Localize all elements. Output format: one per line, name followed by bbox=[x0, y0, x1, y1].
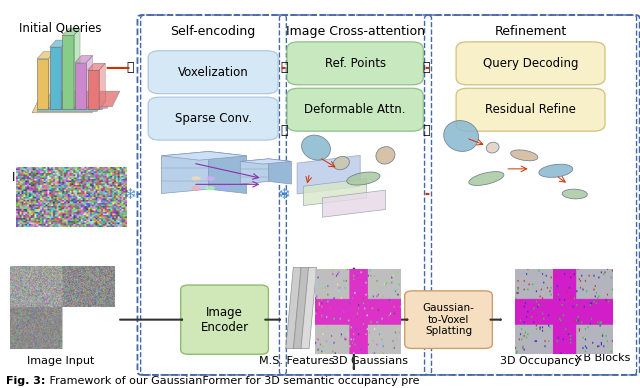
Text: M.S. Features: M.S. Features bbox=[259, 356, 335, 366]
Text: Image Input: Image Input bbox=[27, 356, 94, 366]
Ellipse shape bbox=[376, 147, 395, 164]
Text: Gaussian-
to-Voxel
Splatting: Gaussian- to-Voxel Splatting bbox=[422, 303, 474, 336]
FancyBboxPatch shape bbox=[404, 291, 492, 348]
Polygon shape bbox=[49, 52, 55, 109]
Polygon shape bbox=[37, 52, 55, 59]
Text: Refinement: Refinement bbox=[495, 25, 566, 38]
Ellipse shape bbox=[301, 135, 330, 160]
Polygon shape bbox=[161, 151, 209, 194]
Polygon shape bbox=[37, 96, 105, 111]
Ellipse shape bbox=[511, 150, 538, 161]
Text: Ref. Points: Ref. Points bbox=[324, 57, 386, 70]
Polygon shape bbox=[47, 93, 115, 108]
Bar bbox=[75, 62, 86, 109]
FancyBboxPatch shape bbox=[456, 88, 605, 131]
Text: ×B Blocks: ×B Blocks bbox=[574, 353, 630, 363]
Polygon shape bbox=[86, 55, 93, 109]
Text: Image
Encoder: Image Encoder bbox=[200, 306, 248, 334]
Text: 🔥: 🔥 bbox=[281, 61, 288, 74]
Bar bbox=[62, 35, 74, 109]
FancyBboxPatch shape bbox=[456, 42, 605, 85]
Ellipse shape bbox=[539, 164, 573, 177]
Polygon shape bbox=[301, 267, 317, 349]
FancyBboxPatch shape bbox=[148, 97, 278, 140]
Polygon shape bbox=[32, 97, 100, 113]
Ellipse shape bbox=[347, 172, 380, 185]
Ellipse shape bbox=[562, 189, 588, 199]
Text: 🔥: 🔥 bbox=[281, 124, 288, 137]
Polygon shape bbox=[75, 55, 93, 62]
Polygon shape bbox=[285, 267, 301, 349]
Text: 3D Occupancy: 3D Occupancy bbox=[500, 356, 580, 366]
Text: ❄: ❄ bbox=[278, 187, 291, 201]
Text: 🔥: 🔥 bbox=[422, 124, 430, 137]
Ellipse shape bbox=[333, 156, 349, 170]
Polygon shape bbox=[50, 40, 67, 47]
Polygon shape bbox=[323, 190, 385, 217]
Text: Fig. 3:: Fig. 3: bbox=[6, 376, 46, 386]
Text: Voxelization: Voxelization bbox=[178, 66, 248, 79]
Polygon shape bbox=[62, 29, 80, 35]
Text: Initial Properties: Initial Properties bbox=[12, 171, 109, 184]
Polygon shape bbox=[240, 159, 269, 184]
Bar bbox=[37, 59, 49, 109]
Text: Deformable Attn.: Deformable Attn. bbox=[305, 103, 406, 116]
Ellipse shape bbox=[486, 142, 499, 153]
Polygon shape bbox=[303, 178, 367, 206]
Polygon shape bbox=[42, 94, 109, 110]
Polygon shape bbox=[293, 267, 309, 349]
Polygon shape bbox=[269, 159, 291, 184]
Text: Initial Queries: Initial Queries bbox=[19, 22, 102, 35]
Text: Image Cross-attention: Image Cross-attention bbox=[285, 25, 425, 38]
Text: Self-encoding: Self-encoding bbox=[170, 25, 256, 38]
Polygon shape bbox=[61, 40, 67, 109]
Polygon shape bbox=[52, 91, 120, 107]
Text: Query Decoding: Query Decoding bbox=[483, 57, 579, 70]
Bar bbox=[88, 70, 99, 109]
FancyBboxPatch shape bbox=[287, 88, 423, 131]
Ellipse shape bbox=[469, 171, 504, 185]
Ellipse shape bbox=[219, 186, 228, 191]
Polygon shape bbox=[99, 63, 105, 109]
Polygon shape bbox=[297, 155, 360, 194]
Ellipse shape bbox=[191, 186, 201, 191]
Text: 🔥: 🔥 bbox=[126, 61, 134, 74]
Polygon shape bbox=[74, 29, 80, 109]
Ellipse shape bbox=[205, 176, 215, 181]
Text: Sparse Conv.: Sparse Conv. bbox=[175, 112, 252, 125]
Polygon shape bbox=[161, 151, 246, 160]
Ellipse shape bbox=[205, 186, 215, 191]
Text: Residual Refine: Residual Refine bbox=[485, 103, 576, 116]
Polygon shape bbox=[209, 151, 246, 194]
FancyBboxPatch shape bbox=[148, 51, 278, 94]
Ellipse shape bbox=[191, 176, 201, 181]
Polygon shape bbox=[88, 63, 105, 70]
FancyBboxPatch shape bbox=[180, 285, 268, 354]
Text: ❄: ❄ bbox=[124, 187, 136, 201]
Text: Framework of our GaussianFormer for 3D semantic occupancy pre: Framework of our GaussianFormer for 3D s… bbox=[46, 376, 420, 386]
Ellipse shape bbox=[444, 121, 479, 151]
FancyBboxPatch shape bbox=[287, 42, 423, 85]
Polygon shape bbox=[240, 159, 291, 164]
Text: 🔥: 🔥 bbox=[422, 61, 430, 74]
Bar bbox=[50, 47, 61, 109]
Text: 3D Gaussians: 3D Gaussians bbox=[332, 356, 408, 366]
